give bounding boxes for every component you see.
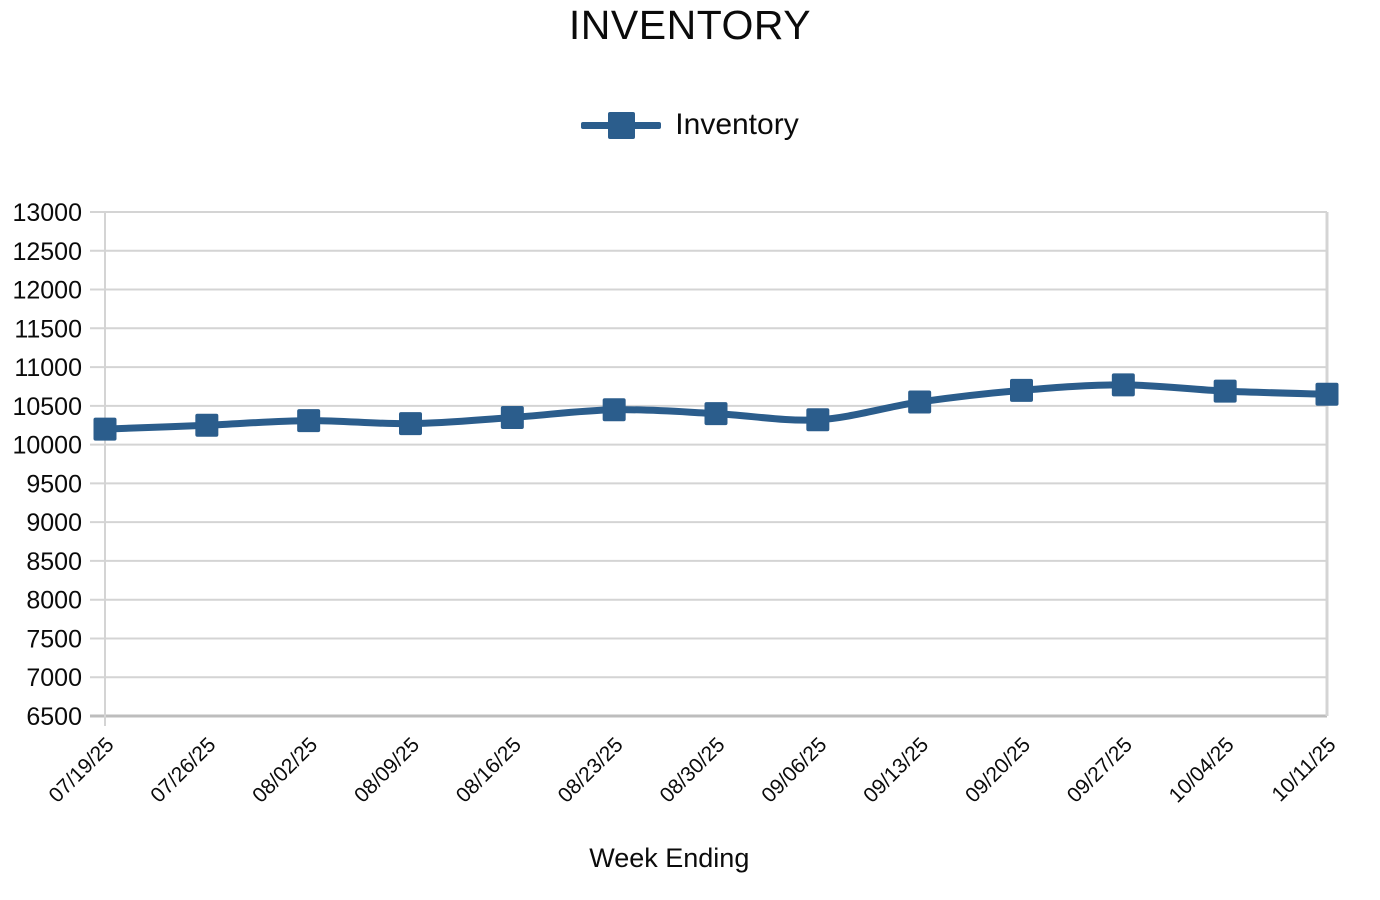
x-axis-tick-label: 07/19/25 <box>44 733 118 807</box>
y-axis-tick-label: 6500 <box>26 703 82 731</box>
legend: Inventory <box>0 108 1380 142</box>
y-axis-tick-label: 9000 <box>26 509 82 537</box>
y-axis-tick-label: 8500 <box>26 548 82 576</box>
y-axis-tick-label: 10500 <box>12 393 82 421</box>
y-axis-tick-label: 12000 <box>12 277 82 305</box>
data-point-marker <box>93 417 117 441</box>
y-axis-tick-label: 12500 <box>12 238 82 266</box>
data-point-marker <box>1315 382 1339 406</box>
legend-square-icon <box>608 112 636 139</box>
x-axis-tick-label: 10/04/25 <box>1165 733 1239 807</box>
line-chart-plot-area: 6500 7000 7500 8000 8500 9000 9500 10000 10500 11… <box>12 199 1341 807</box>
x-axis-tick-label: 08/23/25 <box>554 733 628 807</box>
x-axis-tick-label: 09/13/25 <box>859 733 933 807</box>
data-point-marker <box>399 412 422 436</box>
x-axis-tick-label: 09/06/25 <box>757 733 831 807</box>
legend-line-square-icon <box>581 110 662 140</box>
data-point-marker <box>1213 379 1237 403</box>
y-axis-tick-label: 9500 <box>26 470 82 498</box>
data-point-marker <box>704 402 728 426</box>
x-axis-tick-label: 08/09/25 <box>350 733 424 807</box>
data-point-marker <box>500 405 524 429</box>
y-axis-tick-label: 11000 <box>14 354 82 382</box>
x-axis-tick-label: 07/26/25 <box>146 733 220 807</box>
data-point-marker <box>297 409 321 433</box>
x-axis-title: Week Ending <box>589 843 750 873</box>
y-axis-tick-label: 11500 <box>14 315 82 343</box>
y-axis-tick-label: 10000 <box>12 432 82 460</box>
x-axis-tick-label: 10/11/25 <box>1268 733 1341 806</box>
x-axis-tick-label: 08/16/25 <box>452 733 526 807</box>
legend-label: Inventory <box>675 108 799 141</box>
data-point-marker <box>1010 378 1033 402</box>
data-point-marker <box>195 413 219 437</box>
y-axis-tick-label: 7500 <box>26 625 82 653</box>
x-axis-tick-label: 08/02/25 <box>248 733 322 807</box>
data-point-marker <box>602 398 626 422</box>
y-axis-tick-label: 13000 <box>12 199 82 227</box>
x-axis-tick-label: 09/27/25 <box>1063 733 1137 807</box>
x-axis-tick-label: 09/20/25 <box>961 733 1035 807</box>
chart-title: INVENTORY <box>568 2 812 48</box>
x-axis-tick-label: 08/30/25 <box>655 733 729 807</box>
data-point-marker <box>806 408 830 432</box>
data-point-marker <box>1111 373 1135 397</box>
data-point-marker <box>908 390 932 414</box>
y-axis-tick-label: 8000 <box>26 587 82 615</box>
y-axis-tick-label: 7000 <box>26 664 82 692</box>
